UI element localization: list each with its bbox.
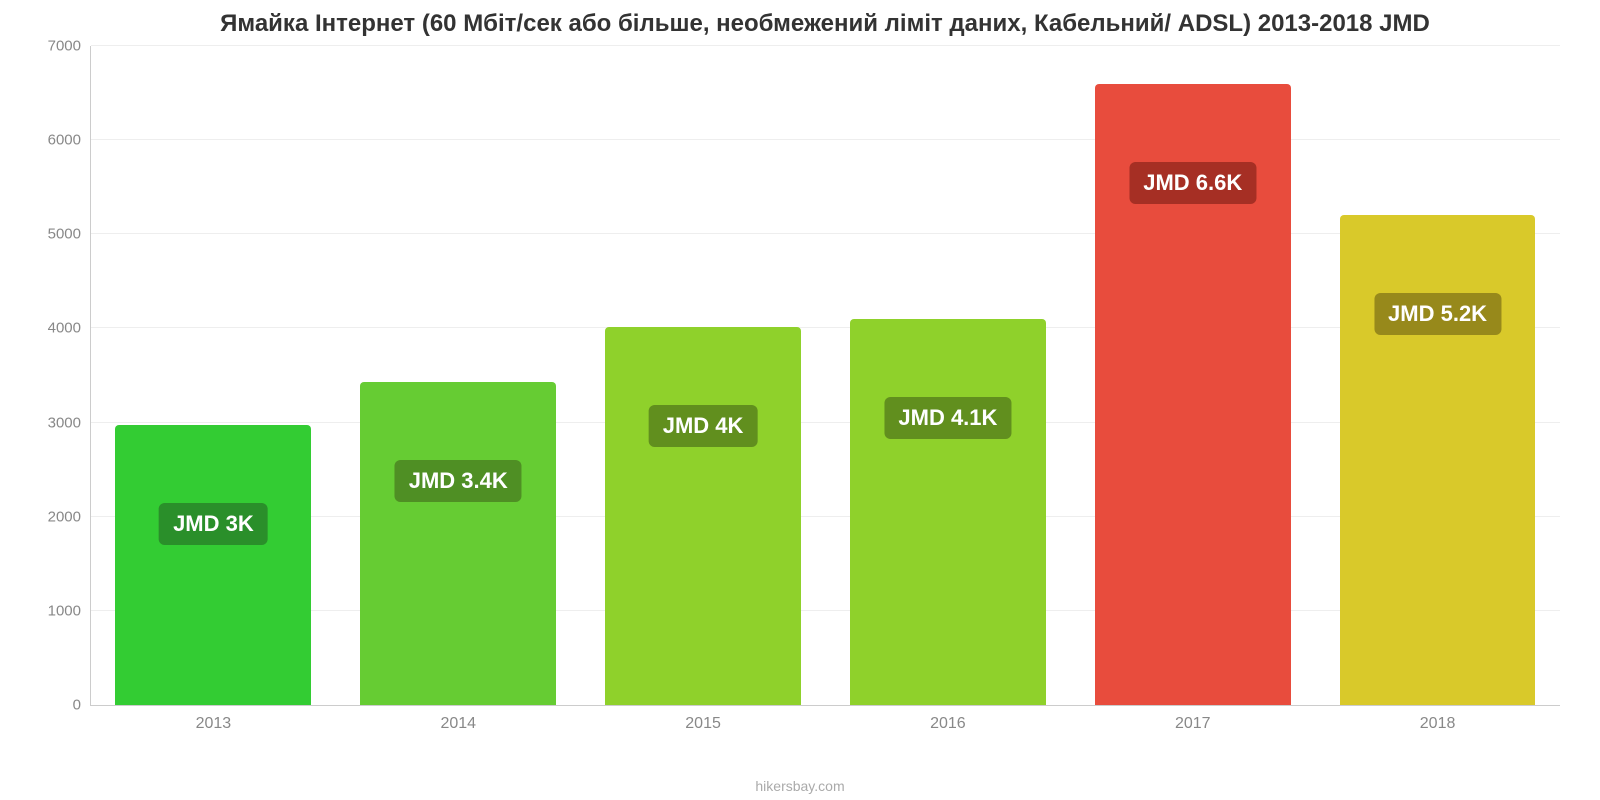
chart-container: Ямайка Інтернет (60 Мбіт/сек або більше,… bbox=[0, 0, 1600, 800]
xtick-label: 2014 bbox=[440, 705, 476, 733]
bar-slot: JMD 5.2K2018 bbox=[1315, 46, 1560, 705]
bar-value-label: JMD 5.2K bbox=[1374, 293, 1501, 335]
bar-slot: JMD 3K2013 bbox=[91, 46, 336, 705]
ytick-label: 3000 bbox=[48, 414, 91, 431]
bar-value-label: JMD 4.1K bbox=[884, 397, 1011, 439]
ytick-label: 5000 bbox=[48, 226, 91, 243]
bar-value-label: JMD 4K bbox=[649, 405, 758, 447]
xtick-label: 2015 bbox=[685, 705, 721, 733]
bar-value-label: JMD 3K bbox=[159, 503, 268, 545]
xtick-label: 2018 bbox=[1420, 705, 1456, 733]
bar bbox=[360, 382, 556, 705]
bar bbox=[850, 319, 1046, 705]
ytick-label: 0 bbox=[73, 697, 91, 714]
xtick-label: 2016 bbox=[930, 705, 966, 733]
xtick-label: 2017 bbox=[1175, 705, 1211, 733]
plot-area: 01000200030004000500060007000JMD 3K2013J… bbox=[90, 46, 1560, 706]
ytick-label: 1000 bbox=[48, 602, 91, 619]
ytick-label: 7000 bbox=[48, 38, 91, 55]
xtick-label: 2013 bbox=[196, 705, 232, 733]
chart-footer: hikersbay.com bbox=[0, 778, 1600, 794]
bar-slot: JMD 6.6K2017 bbox=[1070, 46, 1315, 705]
ytick-label: 6000 bbox=[48, 132, 91, 149]
ytick-label: 4000 bbox=[48, 320, 91, 337]
ytick-label: 2000 bbox=[48, 508, 91, 525]
bar-slot: JMD 4K2015 bbox=[581, 46, 826, 705]
bar bbox=[605, 327, 801, 705]
bar bbox=[1340, 215, 1536, 705]
bar-slot: JMD 3.4K2014 bbox=[336, 46, 581, 705]
bar-slot: JMD 4.1K2016 bbox=[826, 46, 1071, 705]
bar bbox=[115, 425, 311, 705]
chart-title: Ямайка Інтернет (60 Мбіт/сек або більше,… bbox=[90, 10, 1560, 38]
bar-value-label: JMD 3.4K bbox=[395, 460, 522, 502]
bar-value-label: JMD 6.6K bbox=[1129, 162, 1256, 204]
